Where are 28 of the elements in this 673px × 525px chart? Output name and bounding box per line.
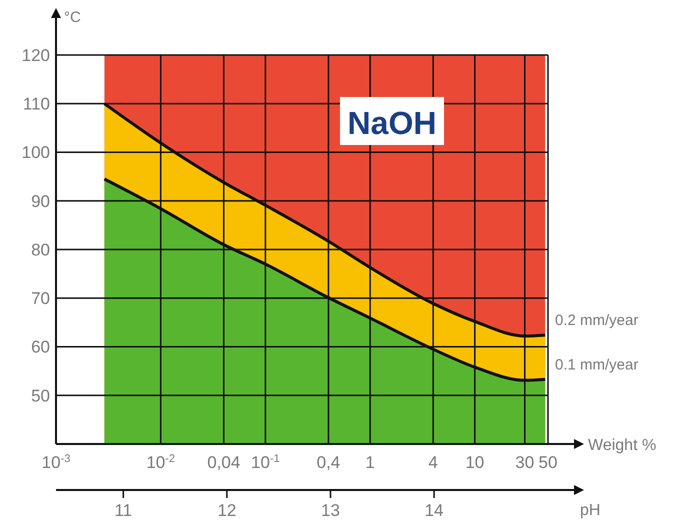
x-tick-label: 0,04 [207,453,240,472]
x-tick-label: 10 [465,453,484,472]
x2-tick-label: 14 [424,501,444,520]
text: NaOH [348,105,436,141]
x-tick-label: 10$^{-1}$ [251,453,280,472]
y-tick-label: 120 [22,46,50,65]
y-tick-label: 110 [22,94,50,114]
y-axis-title: °C [64,9,81,26]
x2-tick-label: 11 [114,501,132,520]
series-label: 0.1 mm/year [555,356,638,374]
y-tick-label: 100 [22,143,50,162]
x-tick-label: 30 [515,453,534,472]
y-tick-label: 80 [31,240,50,260]
y-tick-label: 70 [31,289,50,308]
x-tick-label: 1 [365,453,375,472]
x2-tick-label: 12 [217,501,236,520]
x-tick-label: 10$^{-3}$ [42,453,70,472]
x-tick-label: 4 [428,453,438,472]
x2-tick-label: 13 [321,501,340,520]
x-tick-label: 0,4 [316,453,340,472]
y-tick-label: 60 [31,338,50,357]
x-tick-label: 50 [538,453,558,472]
x-tick-label: 10$^{-2}$ [146,453,176,472]
y-tick-label: 50 [31,386,50,406]
series-label: 0.2 mm/year [555,312,638,330]
x2-axis-title: pH [580,502,600,519]
x-axis-title: Weight % [588,437,656,454]
y-tick-label: 90 [31,192,50,211]
